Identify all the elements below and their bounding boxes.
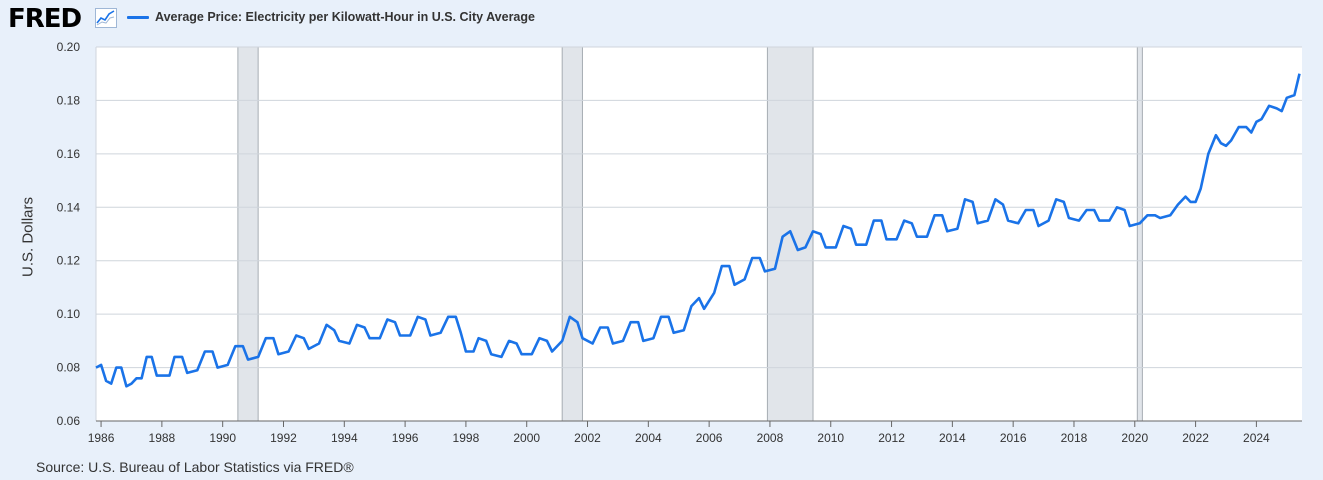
- y-axis-ticks: 0.06 0.08 0.10 0.12 0.14 0.16 0.18 0.20: [57, 40, 81, 428]
- x-tick-label: 1986: [88, 431, 115, 445]
- x-tick-label: 2000: [513, 431, 540, 445]
- source-note: Source: U.S. Bureau of Labor Statistics …: [36, 459, 354, 475]
- plot-area: [96, 47, 1302, 421]
- x-tick-label: 1998: [453, 431, 480, 445]
- x-tick-label: 2018: [1061, 431, 1088, 445]
- x-tick-label: 2006: [696, 431, 723, 445]
- x-tick-label: 1996: [392, 431, 419, 445]
- y-tick-label: 0.18: [57, 93, 81, 107]
- x-tick-label: 2020: [1121, 431, 1148, 445]
- y-tick-label: 0.20: [57, 40, 81, 54]
- x-axis-ticks: 1986 1988 1990 1992 1994 1996 1998 2000 2002 2004…: [88, 420, 1302, 445]
- x-tick-label: 2002: [574, 431, 601, 445]
- series-line[interactable]: [95, 73, 1301, 388]
- x-tick-label: 2008: [757, 431, 784, 445]
- recession-band: [237, 46, 259, 422]
- y-tick-label: 0.16: [57, 147, 81, 161]
- x-tick-label: 2010: [817, 431, 844, 445]
- x-tick-label: 2004: [635, 431, 662, 445]
- chart-header: FRED Average Price: Electricity per Kilo…: [0, 0, 1323, 36]
- x-tick-label: 2014: [939, 431, 966, 445]
- y-tick-label: 0.08: [57, 361, 81, 375]
- y-axis-title: U.S. Dollars: [19, 196, 37, 278]
- x-tick-label: 1992: [270, 431, 297, 445]
- y-tick-label: 0.10: [57, 307, 81, 321]
- x-tick-label: 1994: [331, 431, 358, 445]
- legend-series-label: Average Price: Electricity per Kilowatt-…: [155, 10, 535, 24]
- fred-logo[interactable]: FRED: [8, 4, 82, 34]
- recession-band: [1136, 46, 1143, 422]
- x-tick-label: 1990: [209, 431, 236, 445]
- x-tick-label: 2012: [878, 431, 905, 445]
- x-tick-label: 2024: [1243, 431, 1270, 445]
- x-tick-label: 2022: [1182, 431, 1209, 445]
- y-tick-label: 0.14: [57, 200, 81, 214]
- y-tick-label: 0.12: [57, 254, 81, 268]
- chart-legend: Average Price: Electricity per Kilowatt-…: [127, 10, 535, 24]
- x-tick-label: 2016: [1000, 431, 1027, 445]
- legend-swatch: [127, 15, 149, 19]
- recession-band: [561, 46, 583, 422]
- x-tick-label: 1988: [149, 431, 176, 445]
- y-tick-label: 0.06: [57, 414, 81, 428]
- fred-line-chart-icon: [95, 8, 117, 28]
